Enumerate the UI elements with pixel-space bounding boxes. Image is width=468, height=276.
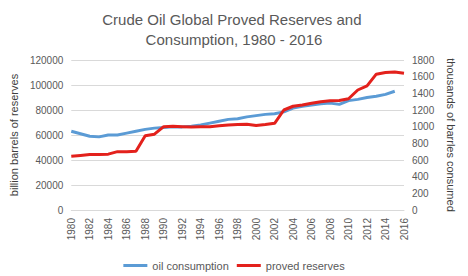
svg-text:1986: 1986 xyxy=(121,218,132,241)
svg-text:1800: 1800 xyxy=(412,55,435,66)
svg-text:0: 0 xyxy=(58,205,64,216)
svg-text:1982: 1982 xyxy=(84,218,95,241)
svg-text:2000: 2000 xyxy=(251,218,262,241)
svg-text:2014: 2014 xyxy=(380,218,391,241)
svg-text:billion barrels of reserves: billion barrels of reserves xyxy=(8,73,20,196)
svg-text:100000: 100000 xyxy=(30,80,64,91)
svg-text:1998: 1998 xyxy=(232,218,243,241)
svg-text:2010: 2010 xyxy=(343,218,354,241)
svg-text:2006: 2006 xyxy=(306,218,317,241)
svg-text:1988: 1988 xyxy=(140,218,151,241)
svg-text:2016: 2016 xyxy=(399,218,410,241)
svg-text:2012: 2012 xyxy=(362,218,373,241)
svg-text:Consumption, 1980 - 2016: Consumption, 1980 - 2016 xyxy=(146,31,323,48)
svg-text:1200: 1200 xyxy=(412,105,435,116)
svg-text:oil consumption: oil consumption xyxy=(152,260,228,272)
svg-text:1400: 1400 xyxy=(412,88,435,99)
svg-text:2004: 2004 xyxy=(288,218,299,241)
svg-text:thousands of barrles consumed: thousands of barrles consumed xyxy=(445,58,457,211)
svg-text:1990: 1990 xyxy=(158,218,169,241)
svg-text:20000: 20000 xyxy=(35,180,63,191)
svg-text:1980: 1980 xyxy=(66,218,77,241)
svg-text:80000: 80000 xyxy=(35,105,63,116)
svg-text:1996: 1996 xyxy=(214,218,225,241)
svg-text:0: 0 xyxy=(412,205,418,216)
svg-text:120000: 120000 xyxy=(30,55,64,66)
svg-text:2008: 2008 xyxy=(325,218,336,241)
svg-text:600: 600 xyxy=(412,155,429,166)
svg-text:400: 400 xyxy=(412,171,429,182)
svg-text:1992: 1992 xyxy=(177,218,188,241)
svg-text:60000: 60000 xyxy=(35,130,63,141)
svg-text:800: 800 xyxy=(412,138,429,149)
svg-text:1994: 1994 xyxy=(195,218,206,241)
svg-text:proved reserves: proved reserves xyxy=(266,260,345,272)
svg-text:200: 200 xyxy=(412,188,429,199)
svg-text:1600: 1600 xyxy=(412,71,435,82)
svg-text:1000: 1000 xyxy=(412,121,435,132)
svg-text:2002: 2002 xyxy=(269,218,280,241)
svg-text:1984: 1984 xyxy=(103,218,114,241)
svg-text:40000: 40000 xyxy=(35,155,63,166)
svg-text:Crude Oil Global Proved Reserv: Crude Oil Global Proved Reserves and xyxy=(102,11,365,28)
